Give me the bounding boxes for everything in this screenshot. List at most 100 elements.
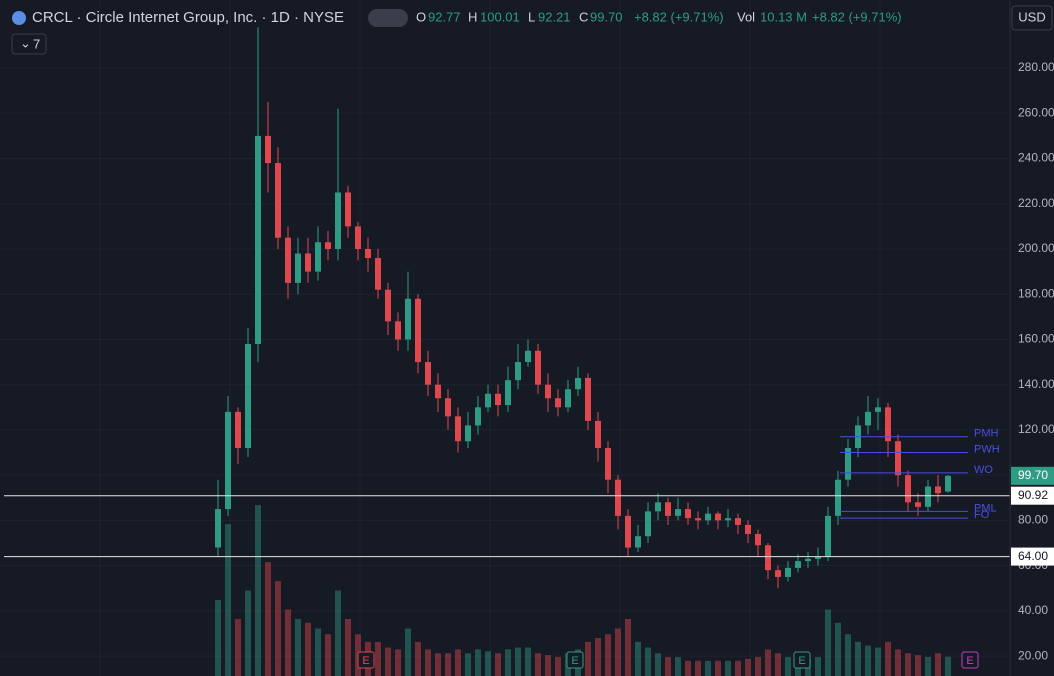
toggle[interactable] [368, 9, 408, 27]
earnings-box [357, 651, 375, 669]
candle-body [645, 511, 651, 537]
candle-body [255, 135, 261, 344]
h-value: 100.01 [480, 9, 520, 24]
y-tick-label: 120.00 [1018, 422, 1054, 436]
vol-label: Vol [737, 9, 755, 24]
candle-body [695, 518, 701, 521]
candle-body [505, 380, 511, 406]
candle-body [495, 393, 501, 406]
volume-bar [935, 653, 941, 676]
volume-bar [385, 647, 391, 676]
volume-bar [505, 649, 511, 676]
volume-bar [885, 641, 891, 676]
c-value: 99.70 [590, 9, 623, 24]
candle-body [285, 237, 291, 283]
candle-body [555, 398, 561, 408]
volume-bar [655, 653, 661, 676]
h-label: H [468, 9, 477, 24]
candle-body [545, 384, 551, 399]
candle-body [535, 350, 541, 385]
candle-body [605, 448, 611, 480]
y-tick-label: 140.00 [1018, 377, 1054, 391]
volume-bar [735, 660, 741, 676]
volume-bar [315, 628, 321, 676]
volume-bar [545, 655, 551, 676]
volume-bar [395, 649, 401, 676]
candle-body [585, 377, 591, 421]
candle-body [455, 416, 461, 442]
volume-bar [515, 647, 521, 676]
o-label: O [416, 9, 426, 24]
hline-tag [1011, 547, 1054, 566]
volume-bar [925, 657, 931, 676]
candle-body [725, 518, 731, 521]
candle-body [865, 411, 871, 426]
earnings-marker: E [798, 655, 805, 667]
volume-bar [745, 658, 751, 676]
l-label: L [528, 9, 535, 24]
indicators-toggle[interactable] [11, 33, 47, 55]
volume-bar [465, 653, 471, 676]
candle-body [405, 298, 411, 340]
candle-body [315, 242, 321, 272]
y-tick-label: 180.00 [1018, 286, 1054, 300]
volume-bar [265, 562, 271, 676]
candle-body [925, 486, 931, 507]
volume-bar [375, 641, 381, 676]
volume-bar [555, 657, 561, 676]
level-label: FO [974, 509, 990, 521]
y-tick-label: 260.00 [1018, 105, 1054, 119]
candle-body [765, 545, 771, 571]
candle-body [295, 253, 301, 283]
candle-body [565, 389, 571, 408]
logo [12, 11, 26, 25]
volume-bar [405, 628, 411, 676]
last-price-label: 99.70 [1018, 468, 1048, 482]
currency-box[interactable] [1011, 5, 1053, 31]
volume-bar [685, 660, 691, 676]
candle-body [875, 407, 881, 412]
axis: 20.0040.0060.0080.00100.00120.00140.0016… [1011, 60, 1054, 662]
volume-bar [835, 622, 841, 676]
candle-body [575, 377, 581, 390]
candle-body [475, 407, 481, 426]
vol-value: 10.13 M [760, 9, 807, 24]
earnings-box [566, 651, 584, 669]
candle-body [675, 509, 681, 516]
candle-body [755, 533, 761, 546]
candle-body [905, 475, 911, 503]
c-label: C [579, 9, 588, 24]
candle-body [415, 298, 421, 363]
candle-body [735, 518, 741, 525]
volume-bar [905, 653, 911, 676]
candle-body [435, 384, 441, 399]
volume-bar [665, 657, 671, 676]
volume-bar [755, 657, 761, 676]
volume-bar [255, 505, 261, 676]
candle-body [845, 448, 851, 480]
l-value: 92.21 [538, 9, 571, 24]
volume-bar [415, 641, 421, 676]
hline-label: 64.00 [1018, 549, 1048, 563]
volume-bar [775, 653, 781, 676]
candle-body [465, 425, 471, 442]
volume-bar [605, 634, 611, 676]
volume-bar [335, 590, 341, 676]
y-tick-label: 20.00 [1018, 648, 1048, 662]
candle-body [805, 558, 811, 562]
volume-bar [485, 651, 491, 676]
candle-body [235, 411, 241, 449]
volume-bar [815, 657, 821, 676]
candle-body [345, 192, 351, 227]
volume-bar [825, 609, 831, 676]
volume-bar [345, 619, 351, 676]
currency: USD [1018, 9, 1045, 24]
level-label: PML [974, 502, 997, 514]
volume-bar [475, 649, 481, 676]
volume-bar [535, 653, 541, 676]
volume-bar [725, 660, 731, 676]
volume-bar [595, 638, 601, 676]
volume-bar [645, 647, 651, 676]
